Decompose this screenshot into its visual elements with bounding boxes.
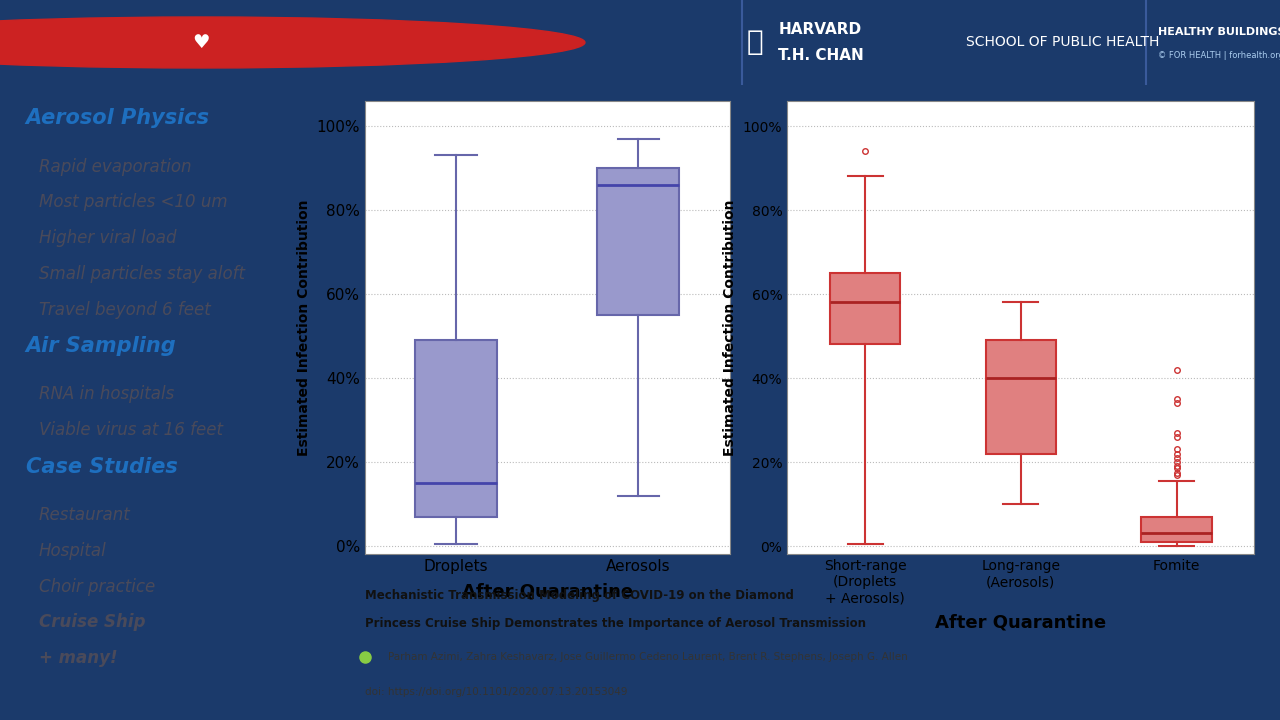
Text: SCHOOL OF PUBLIC HEALTH: SCHOOL OF PUBLIC HEALTH: [966, 35, 1160, 50]
Y-axis label: Estimated Infection Contribution: Estimated Infection Contribution: [723, 199, 737, 456]
Text: + many!: + many!: [38, 649, 118, 667]
PathPatch shape: [415, 341, 497, 517]
Text: Most particles <10 um: Most particles <10 um: [38, 194, 228, 212]
Text: HARVARD: HARVARD: [778, 22, 861, 37]
Text: Viable virus at 16 feet: Viable virus at 16 feet: [38, 421, 223, 439]
Text: Air Sampling: Air Sampling: [26, 336, 177, 356]
Text: doi: https://doi.org/10.1101/2020.07.13.20153049: doi: https://doi.org/10.1101/2020.07.13.…: [365, 687, 627, 697]
X-axis label: After Quarantine: After Quarantine: [462, 582, 632, 600]
Text: Mechanistic Transmission Modeling of COVID-19 on the Diamond: Mechanistic Transmission Modeling of COV…: [365, 589, 794, 602]
Text: Princess Cruise Ship Demonstrates the Importance of Aerosol Transmission: Princess Cruise Ship Demonstrates the Im…: [365, 617, 865, 630]
PathPatch shape: [598, 168, 680, 315]
Text: HEALTHY BUILDINGS: HEALTHY BUILDINGS: [1158, 27, 1280, 37]
Text: Restaurant: Restaurant: [38, 506, 131, 524]
Text: Case Studies: Case Studies: [26, 457, 178, 477]
Text: Choir practice: Choir practice: [38, 577, 155, 595]
Text: FOR HEALTH: FOR HEALTH: [214, 25, 477, 60]
PathPatch shape: [829, 273, 900, 344]
Text: ♥: ♥: [192, 33, 210, 52]
Text: Cruise Ship: Cruise Ship: [38, 613, 145, 631]
PathPatch shape: [986, 341, 1056, 454]
Text: Aerosol Physics: Aerosol Physics: [26, 109, 210, 128]
Text: RNA in hospitals: RNA in hospitals: [38, 385, 174, 403]
Text: Higher viral load: Higher viral load: [38, 229, 177, 247]
Text: ⛨: ⛨: [748, 29, 763, 56]
Circle shape: [0, 17, 585, 68]
Text: Small particles stay aloft: Small particles stay aloft: [38, 265, 244, 283]
Text: BUILDING: BUILDING: [10, 25, 207, 60]
Text: Parham Azimi, Zahra Keshavarz, Jose Guillermo Cedeno Laurent, Brent R. Stephens,: Parham Azimi, Zahra Keshavarz, Jose Guil…: [388, 652, 908, 662]
Text: © FOR HEALTH | forhealth.org: © FOR HEALTH | forhealth.org: [1158, 50, 1280, 60]
Text: T.H. CHAN: T.H. CHAN: [778, 48, 864, 63]
Text: Hospital: Hospital: [38, 542, 106, 560]
Text: Travel beyond 6 feet: Travel beyond 6 feet: [38, 300, 210, 318]
PathPatch shape: [1142, 517, 1212, 541]
Text: Rapid evaporation: Rapid evaporation: [38, 158, 191, 176]
X-axis label: After Quarantine: After Quarantine: [936, 614, 1106, 632]
Y-axis label: Estimated Infection Contribution: Estimated Infection Contribution: [297, 199, 311, 456]
